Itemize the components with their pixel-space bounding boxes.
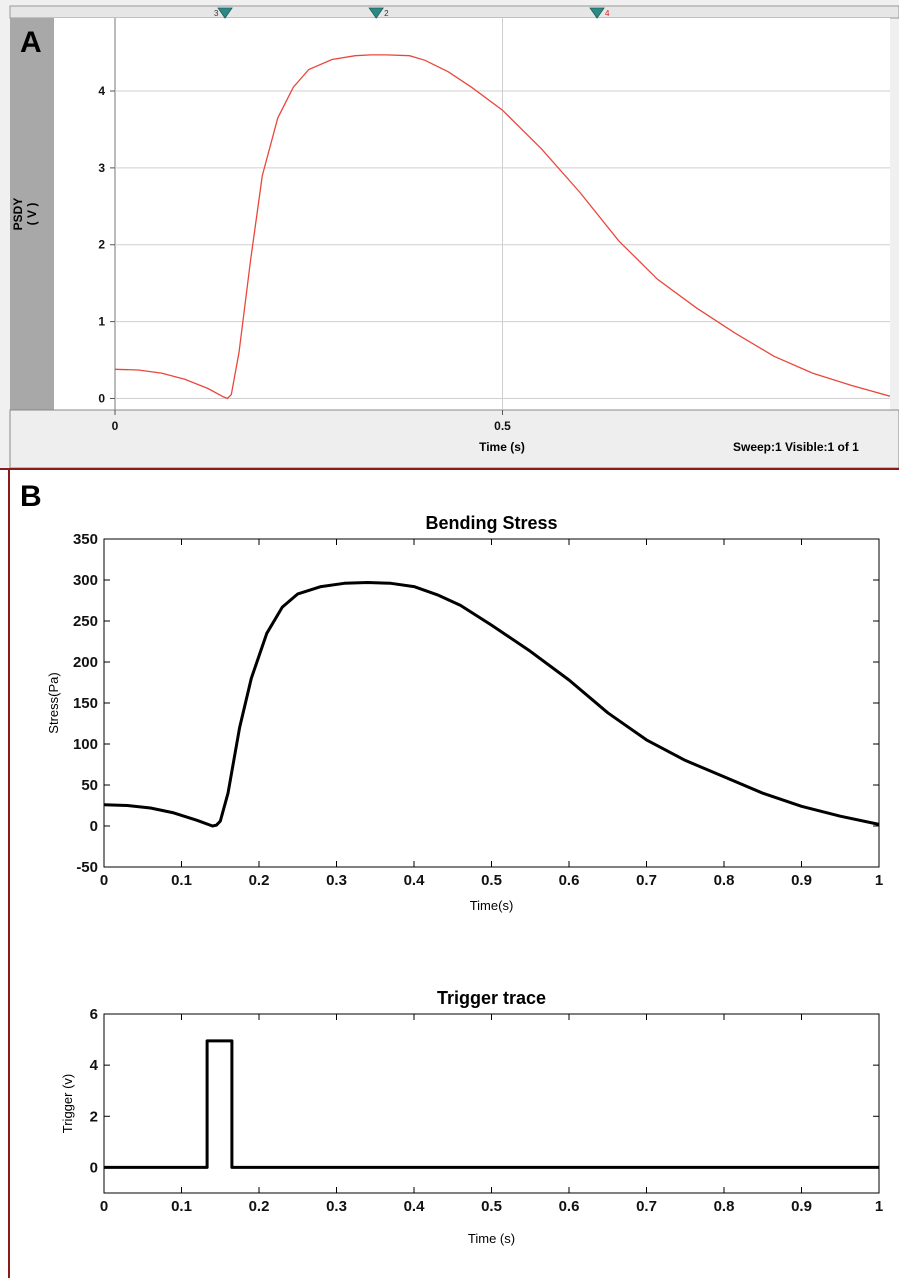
ticks-a: 0 1 2 3 4 0 0.5 <box>98 84 511 433</box>
tick-label-y: 4 <box>90 1057 99 1074</box>
tick-label-x: 1 <box>875 872 883 889</box>
tick-label-x: 0.1 <box>171 872 192 889</box>
tick-label-y: 2 <box>98 238 105 252</box>
marker-label: 3 <box>214 9 219 18</box>
chart-title: Trigger trace <box>437 988 546 1008</box>
tick-label-x: 0.8 <box>714 872 735 889</box>
ylabel-a-line1: PSDY <box>11 198 25 231</box>
tick-label-y: 3 <box>98 161 105 175</box>
tick-label-x: 1 <box>875 1198 883 1215</box>
status-text: Sweep:1 Visible:1 of 1 <box>733 440 859 454</box>
tick-label-x: 0.5 <box>494 419 511 433</box>
tick-label-x: 0.2 <box>249 1198 270 1215</box>
tick-label-x: 0.6 <box>559 1198 580 1215</box>
tick-label-y: 4 <box>98 84 105 98</box>
trigger-line <box>104 1039 879 1169</box>
tick-label-x: 0 <box>100 872 108 889</box>
tick-label-y: 50 <box>81 777 98 794</box>
tick-label-y: 100 <box>73 736 98 753</box>
tick-label-y: 0 <box>98 391 105 405</box>
tick-label-y: 150 <box>73 695 98 712</box>
tick-label-x: 0.4 <box>404 872 426 889</box>
tick-label-y: -50 <box>76 859 98 876</box>
panel-a-svg: 0 1 2 3 4 0 0.5 3 2 4 A PSDY ( V ) Time (s) Swee… <box>0 0 899 470</box>
tick-label-y: 1 <box>98 315 105 329</box>
tick-label-y: 300 <box>73 572 98 589</box>
panel-a: 0 1 2 3 4 0 0.5 3 2 4 A PSDY ( V ) Time (s) Swee… <box>0 0 899 470</box>
y-axis-label: Trigger (v) <box>60 1074 75 1133</box>
tick-label-x: 0.5 <box>481 872 502 889</box>
tick-label-x: 0.9 <box>791 872 812 889</box>
tick-label-y: 2 <box>90 1108 98 1125</box>
trigger-trace-chart: 0 2 4 6 0 0.1 0.2 0.3 0.4 0.5 0.6 0.7 0.8 0.9 1 Trigger… <box>60 988 883 1246</box>
tick-label-x: 0 <box>100 1198 108 1215</box>
stress-line <box>103 581 880 828</box>
tick-label-x: 0.5 <box>481 1198 502 1215</box>
tick-label-x: 0.4 <box>404 1198 426 1215</box>
tick-label-x: 0.7 <box>636 1198 657 1215</box>
tick-label-y: 200 <box>73 654 98 671</box>
panel-b: B -50 0 50 100 150 200 250 300 350 0 0.1 0.2 0.3 0.4 0… <box>0 470 899 1278</box>
tick-label-x: 0.3 <box>326 1198 347 1215</box>
tick-label-y: 250 <box>73 613 98 630</box>
panel-letter-a: A <box>20 26 42 59</box>
marker-triangle-icon <box>217 7 233 19</box>
marker-triangle-icon <box>368 7 384 19</box>
tick-label-x: 0.6 <box>559 872 580 889</box>
tick-label-x: 0.1 <box>171 1198 192 1215</box>
tick-label-x: 0.3 <box>326 872 347 889</box>
tick-label-y: 6 <box>90 1006 98 1023</box>
chart-title: Bending Stress <box>425 513 557 533</box>
psdy-trace <box>114 54 891 400</box>
marker-triangle-icon <box>589 7 605 19</box>
x-axis-label: Time (s) <box>468 1231 515 1246</box>
xlabel-a: Time (s) <box>479 440 525 454</box>
ylabel-a-line2: ( V ) <box>25 203 39 226</box>
ylabel-strip <box>10 18 54 410</box>
tick-label-y: 0 <box>90 818 98 835</box>
x-axis-area-a <box>9 409 899 469</box>
tick-label-x: 0.8 <box>714 1198 735 1215</box>
marker-label: 4 <box>605 9 610 18</box>
ylabel-a: PSDY ( V ) <box>11 198 39 231</box>
x-axis-label: Time(s) <box>470 898 514 913</box>
tick-label-x: 0.7 <box>636 872 657 889</box>
markers-a: 3 2 4 <box>214 7 610 19</box>
tick-label-x: 0.2 <box>249 872 270 889</box>
tick-label-x: 0.9 <box>791 1198 812 1215</box>
y-axis-label: Stress(Pa) <box>46 672 61 733</box>
marker-label: 2 <box>384 9 389 18</box>
marker-bar <box>9 5 899 19</box>
plot-area-a <box>54 18 890 410</box>
tick-label-y: 0 <box>90 1159 98 1176</box>
panel-letter-b: B <box>20 480 42 513</box>
grid-a <box>115 18 890 410</box>
tick-label-y: 350 <box>73 531 98 548</box>
tick-label-x: 0 <box>112 419 119 433</box>
